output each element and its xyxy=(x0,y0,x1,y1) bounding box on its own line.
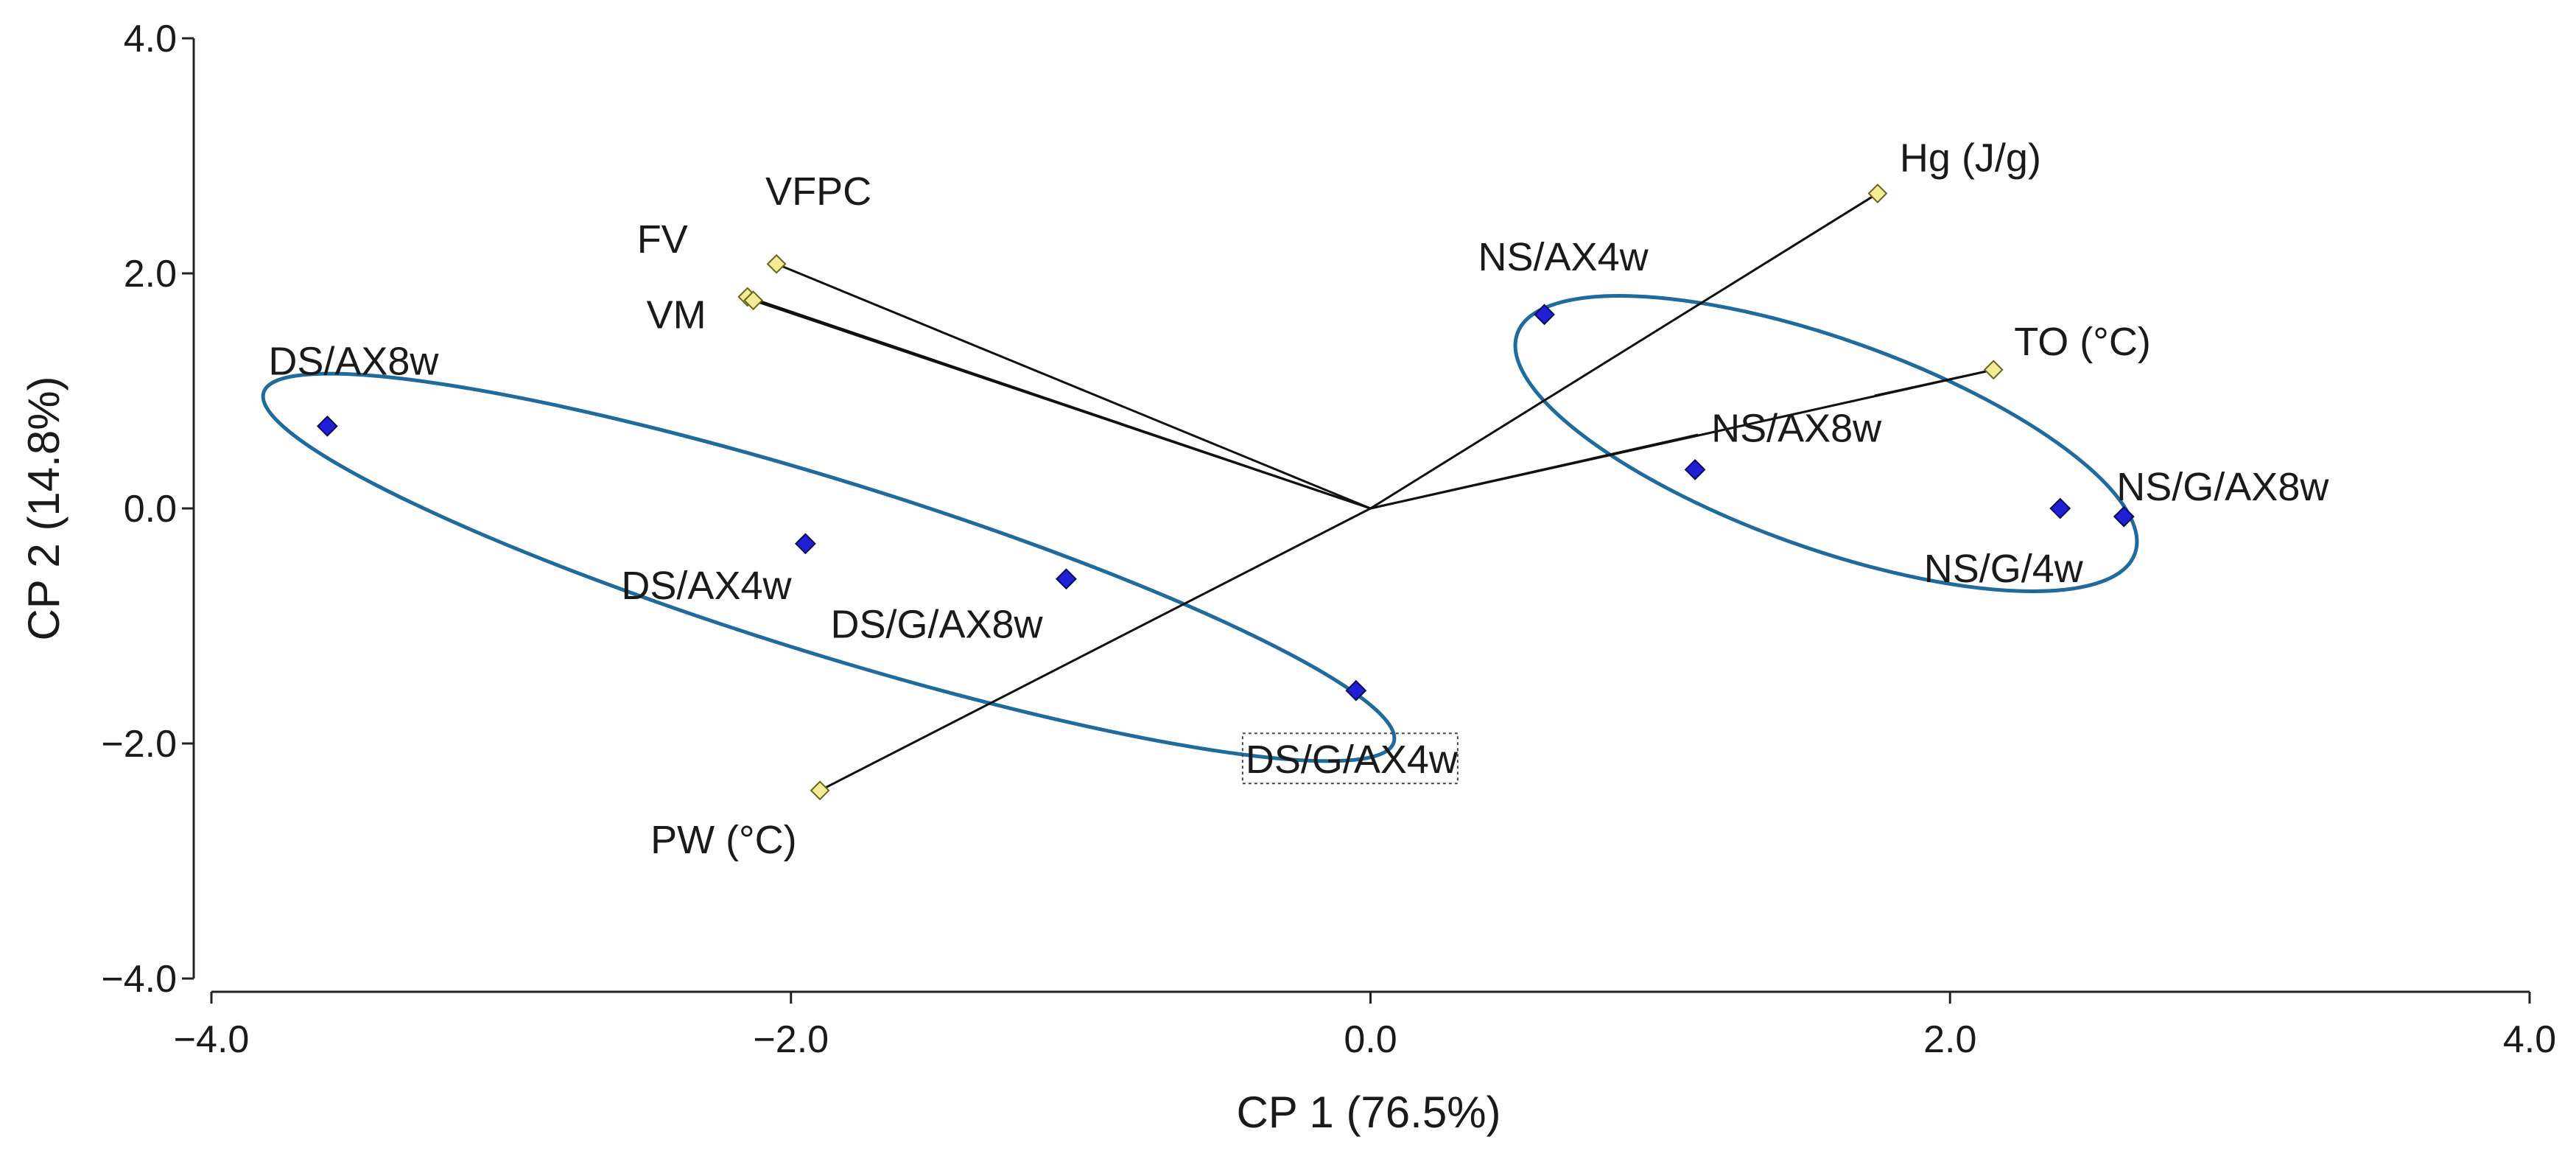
variable-marker-hg-j-g xyxy=(1867,183,1888,203)
variable-label-fv: FV xyxy=(637,217,688,262)
y-axis-ticks: −4.0 −2.0 0.0 2.0 4.0 xyxy=(101,18,194,1001)
y-tick-label: −2.0 xyxy=(101,723,177,766)
x-tick-label: −2.0 xyxy=(753,1018,829,1061)
leader-line-ns-ax8w xyxy=(1370,433,1699,510)
y-tick-label: 2.0 xyxy=(124,253,177,295)
sample-label-ds-g-ax4w: DS/G/AX4w xyxy=(1246,738,1459,782)
sample-label-ns-g-ax8w: NS/G/AX8w xyxy=(2116,465,2329,509)
y-tick-label: 4.0 xyxy=(124,18,177,60)
sample-label-ds-ax8w: DS/AX8w xyxy=(268,339,439,383)
variable-marker-to-c xyxy=(1983,360,2004,380)
variable-label-vfpc: VFPC xyxy=(765,169,871,214)
variable-marker-vm xyxy=(743,290,764,311)
sample-label-ns-g-4w: NS/G/4w xyxy=(1924,547,2084,591)
variable-marker-pw-c xyxy=(810,780,830,801)
group-ellipse-ds xyxy=(261,371,1397,763)
sample-marker-ds-g-ax4w xyxy=(1345,679,1367,701)
loading-line-pw-c xyxy=(819,507,1372,792)
sample-label-ds-g-ax8w: DS/G/AX8w xyxy=(830,603,1043,647)
variable-label-hg-j-g: Hg (J/g) xyxy=(1900,136,2041,181)
sample-marker-ns-ax8w xyxy=(1684,458,1706,480)
variable-marker-vfpc xyxy=(766,253,787,274)
variable-label-pw-c: PW (°C) xyxy=(650,818,797,862)
group-ellipse-ns xyxy=(1513,294,2139,593)
selected-label-box xyxy=(1241,732,1459,785)
y-tick-label: 0.0 xyxy=(124,488,177,531)
sample-marker-ns-g-4w xyxy=(2049,497,2071,519)
loading-line-vfpc xyxy=(776,262,1372,510)
y-tick-label: −4.0 xyxy=(101,958,177,1001)
leader-line-to xyxy=(1874,368,1994,397)
variable-label-to-c: TO (°C) xyxy=(2014,320,2151,364)
x-tick-label: 4.0 xyxy=(2503,1018,2556,1061)
y-axis-title: CP 2 (14.8%) xyxy=(19,376,69,640)
x-tick-label: −4.0 xyxy=(174,1018,250,1061)
x-axis-ticks: −4.0 −2.0 0.0 2.0 4.0 xyxy=(174,992,2556,1061)
sample-marker-ns-ax4w xyxy=(1534,304,1555,326)
sample-label-ns-ax8w: NS/AX8w xyxy=(1711,406,1882,450)
sample-marker-ds-g-ax8w xyxy=(1056,568,1077,590)
variable-label-vm: VM xyxy=(647,293,706,337)
sample-label-ns-ax4w: NS/AX4w xyxy=(1478,235,1649,279)
x-axis-title: CP 1 (76.5%) xyxy=(1236,1088,1501,1137)
point-labels: DS/AX8w DS/AX4w DS/G/AX8w DS/G/AX4w NS/AX4w N… xyxy=(268,136,2329,862)
sample-marker-ds-ax8w xyxy=(316,415,338,437)
x-tick-label: 2.0 xyxy=(1923,1018,1976,1061)
data-points xyxy=(316,183,2135,801)
loading-lines xyxy=(747,192,1994,792)
x-tick-label: 0.0 xyxy=(1344,1018,1397,1061)
sample-marker-ns-g-ax8w xyxy=(2113,505,2135,528)
sample-label-ds-ax4w: DS/AX4w xyxy=(621,564,792,608)
loading-line-hg-j-g xyxy=(1369,192,1878,510)
loading-line-vm xyxy=(753,299,1371,510)
sample-marker-ds-ax4w xyxy=(795,533,816,555)
